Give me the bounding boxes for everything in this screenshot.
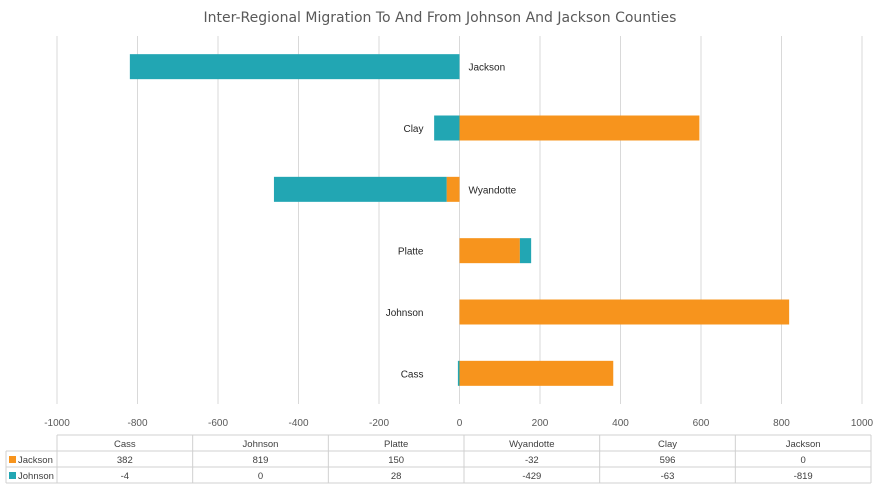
x-tick-label: 1000: [851, 418, 874, 429]
table-value-cell: -819: [794, 471, 813, 482]
table-header-cell: Wyandotte: [509, 439, 554, 450]
bar-johnson-wyandotte: [273, 176, 447, 202]
bars: [129, 54, 790, 386]
category-labels: Cass Johnson Platte Wyandotte Clay Jackson: [386, 63, 517, 381]
table-header-cell: Jackson: [786, 439, 821, 450]
category-label-platte: Platte: [398, 247, 424, 258]
category-label-jackson: Jackson: [469, 63, 506, 74]
table-value-cell: -429: [522, 471, 541, 482]
category-label-johnson: Johnson: [386, 308, 424, 319]
category-label-wyandotte: Wyandotte: [469, 185, 517, 196]
x-tick-label: 800: [773, 418, 790, 429]
bar-jackson-wyandotte: [446, 176, 460, 202]
bar-jackson-platte: [459, 238, 520, 264]
table-value-cell: -63: [661, 471, 675, 482]
x-tick-label: -600: [208, 418, 228, 429]
bar-jackson-clay: [459, 115, 700, 141]
x-tick-label: 600: [693, 418, 710, 429]
table-value-cell: 819: [253, 455, 269, 466]
table-value-cell: 0: [258, 471, 263, 482]
bar-johnson-clay: [434, 115, 460, 141]
table-value-cell: 28: [391, 471, 402, 482]
x-tick-label: -200: [369, 418, 389, 429]
x-tick-label: -1000: [44, 418, 70, 429]
legend-swatch-johnson: [9, 472, 16, 479]
legend-swatch-jackson: [9, 456, 16, 463]
table-header-cell: Johnson: [243, 439, 279, 450]
x-tick-label: -800: [127, 418, 147, 429]
gridlines: [56, 36, 863, 404]
table-value-cell: 382: [117, 455, 133, 466]
chart-title: Inter-Regional Migration To And From Joh…: [204, 10, 677, 26]
bar-johnson-platte: [519, 238, 532, 264]
bar-jackson-cass: [459, 360, 614, 386]
x-tick-label: -400: [288, 418, 308, 429]
data-table: Cass Johnson Platte Wyandotte Clay Jackson Jac…: [5, 434, 872, 484]
x-tick-label: 200: [532, 418, 549, 429]
bar-jackson-johnson: [459, 299, 790, 325]
legend-label-jackson: Jackson: [18, 455, 53, 466]
bar-johnson-jackson: [129, 54, 460, 80]
bar-johnson-cass: [457, 360, 460, 386]
category-label-clay: Clay: [403, 124, 423, 135]
table-value-cell: -4: [121, 471, 129, 482]
x-tick-label: 400: [612, 418, 629, 429]
table-header-cell: Clay: [658, 439, 677, 450]
table-header-cell: Platte: [384, 439, 408, 450]
category-label-cass: Cass: [401, 369, 424, 380]
table-value-cell: 150: [388, 455, 404, 466]
legend-label-johnson: Johnson: [18, 471, 54, 482]
table-header-cell: Cass: [114, 439, 136, 450]
table-value-cell: -32: [525, 455, 539, 466]
x-tick-label: 0: [457, 418, 463, 429]
table-value-cell: 596: [660, 455, 676, 466]
x-axis-tick-labels: -1000 -800 -600 -400 -200 0 200 400 600 800 1000: [44, 418, 873, 429]
table-value-cell: 0: [801, 455, 806, 466]
